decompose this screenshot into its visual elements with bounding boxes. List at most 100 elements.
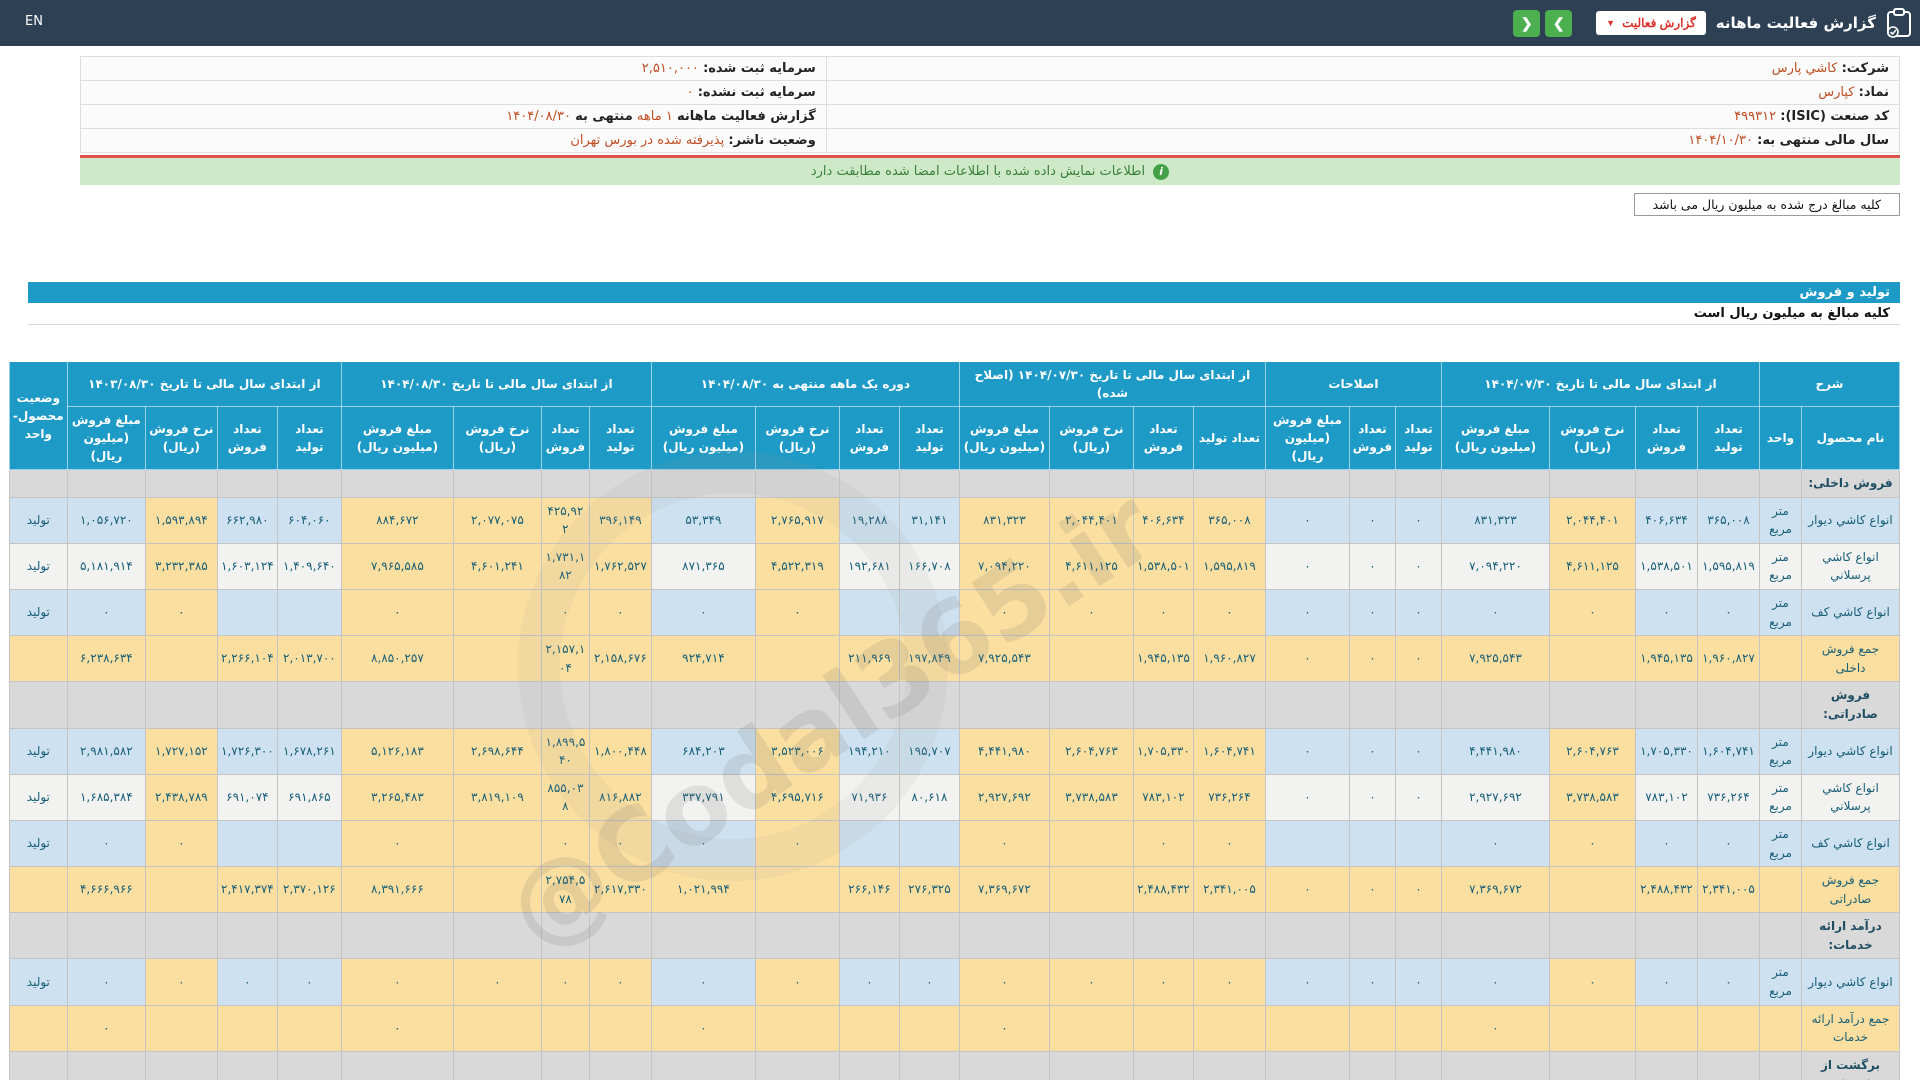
empty-cell bbox=[1394, 1050, 1442, 1080]
value-cell: ۰ bbox=[340, 958, 454, 1006]
symbol-value[interactable]: کپارس bbox=[1818, 85, 1855, 100]
value-cell: ۰ bbox=[1192, 958, 1266, 1006]
column-header: تعداد تولید bbox=[1192, 406, 1266, 470]
status-cell: تولید bbox=[8, 958, 68, 1006]
company-value[interactable]: کاشي پارس bbox=[1771, 61, 1838, 76]
info-row: نماد: کپارس سرمایه ثبت نشده: ۰ bbox=[80, 80, 1901, 105]
value-cell bbox=[1348, 1004, 1396, 1052]
value-cell: ۴۰۶,۶۳۴ bbox=[1132, 496, 1194, 544]
status-cell bbox=[8, 635, 68, 683]
status-cell bbox=[8, 866, 68, 914]
empty-cell bbox=[1348, 681, 1396, 729]
column-header: تعداد تولید bbox=[1696, 406, 1760, 470]
empty-cell bbox=[588, 912, 652, 960]
value-cell: ۰ bbox=[650, 958, 756, 1006]
empty-cell bbox=[1132, 1050, 1194, 1080]
value-cell: ۱,۹۴۵,۱۳۵ bbox=[1634, 635, 1698, 683]
unit-cell bbox=[1758, 866, 1803, 914]
product-name-cell: انواع کاشي دیوار bbox=[1801, 727, 1900, 775]
empty-cell bbox=[540, 1050, 590, 1080]
status-cell: تولید bbox=[8, 588, 68, 637]
issuer-status-label: وضعیت ناشر: bbox=[728, 133, 816, 148]
value-cell: ۰ bbox=[1348, 496, 1396, 544]
column-header: تعداد فروش bbox=[838, 406, 900, 470]
value-cell bbox=[1548, 635, 1636, 683]
value-cell: ۰ bbox=[1264, 635, 1350, 683]
empty-cell bbox=[1696, 681, 1760, 729]
value-cell: ۰ bbox=[1440, 958, 1550, 1006]
value-cell: ۰ bbox=[1348, 542, 1396, 590]
empty-cell bbox=[1548, 681, 1636, 729]
value-cell: ۵,۱۲۶,۱۸۳ bbox=[340, 727, 454, 775]
value-cell bbox=[1264, 1004, 1350, 1052]
value-cell bbox=[1394, 819, 1442, 868]
value-cell: ۷۳۶,۲۶۴ bbox=[1696, 773, 1760, 821]
value-cell bbox=[754, 866, 840, 914]
value-cell bbox=[838, 588, 900, 637]
column-group-header: از ابتدای سال مالی تا تاریخ ۱۴۰۴/۰۸/۳۰ bbox=[340, 361, 652, 407]
value-cell: ۱,۰۲۱,۹۹۴ bbox=[650, 866, 756, 914]
value-cell: ۱,۹۶۰,۸۲۷ bbox=[1696, 635, 1760, 683]
value-cell: ۷,۹۲۵,۵۴۳ bbox=[1440, 635, 1550, 683]
value-cell: ۶,۲۳۸,۶۳۴ bbox=[66, 635, 146, 683]
value-cell bbox=[216, 1004, 278, 1052]
value-cell: ۱,۷۶۲,۵۲۷ bbox=[588, 542, 652, 590]
unit-cell: متر مربع bbox=[1758, 496, 1803, 544]
info-row: شرکت: کاشي پارس سرمایه ثبت شده: ۲,۵۱۰,۰۰… bbox=[80, 56, 1901, 81]
registered-capital-value: ۲,۵۱۰,۰۰۰ bbox=[641, 61, 699, 76]
empty-cell bbox=[452, 1050, 542, 1080]
value-cell bbox=[1192, 1004, 1266, 1052]
empty-cell bbox=[340, 1050, 454, 1080]
empty-cell bbox=[540, 469, 590, 498]
empty-cell bbox=[588, 1050, 652, 1080]
value-cell bbox=[588, 1004, 652, 1052]
empty-cell bbox=[1264, 1050, 1350, 1080]
next-report-button[interactable]: ❯ bbox=[1545, 9, 1573, 37]
report-period-field: گزارش فعالیت ماهانه ۱ ماهه منتهی به ۱۴۰۴… bbox=[80, 104, 827, 129]
table-row: فروش صادراتی: bbox=[8, 681, 1900, 729]
value-cell: ۷۸۳,۱۰۲ bbox=[1634, 773, 1698, 821]
empty-cell bbox=[1264, 469, 1350, 498]
value-cell: ۰ bbox=[1192, 588, 1266, 637]
table-row: انواع کاشي کف متر مربع ۰ ۰ ۰ ۰ ۰ ۰ ۰ ۰ ۰ ۰ ۰ ۰ ۰ ۰ ۰ ۰ ۰ ۰ ت… bbox=[8, 588, 1900, 637]
value-cell: ۰ bbox=[540, 958, 590, 1006]
unit-cell bbox=[1758, 1004, 1803, 1052]
empty-cell bbox=[1440, 1050, 1550, 1080]
value-cell: ۲,۴۳۸,۷۸۹ bbox=[144, 773, 218, 821]
empty-cell bbox=[1758, 681, 1803, 729]
column-header: نرخ فروش (ریال) bbox=[1048, 406, 1134, 470]
table-body: فروش داخلی: انواع کاشي دیوار متر مربع ۳۶۵,۰… bbox=[8, 469, 1900, 1080]
value-cell: ۸۰,۶۱۸ bbox=[898, 773, 960, 821]
empty-cell bbox=[1132, 912, 1194, 960]
empty-cell bbox=[1634, 912, 1698, 960]
language-toggle[interactable]: EN bbox=[25, 14, 43, 29]
column-header: تعداد فروش bbox=[1132, 406, 1194, 470]
empty-cell bbox=[1440, 912, 1550, 960]
product-name-cell: انواع کاشي کف bbox=[1801, 819, 1900, 868]
value-cell bbox=[1048, 1004, 1134, 1052]
value-cell: ۲۷۶,۳۲۵ bbox=[898, 866, 960, 914]
value-cell: ۰ bbox=[838, 958, 900, 1006]
empty-cell bbox=[144, 1050, 218, 1080]
report-period-length: ۱ ماهه bbox=[636, 109, 673, 124]
registered-capital-field: سرمایه ثبت شده: ۲,۵۱۰,۰۰۰ bbox=[80, 56, 827, 81]
signature-notice-bar: i اطلاعات نمایش داده شده با اطلاعات امضا… bbox=[80, 158, 1900, 185]
value-cell: ۴,۵۲۲,۳۱۹ bbox=[754, 542, 840, 590]
value-cell: ۸۷۱,۳۶۵ bbox=[650, 542, 756, 590]
signature-notice-text: اطلاعات نمایش داده شده با اطلاعات امضا ش… bbox=[810, 164, 1146, 179]
report-period-date: ۱۴۰۴/۰۸/۳۰ bbox=[506, 109, 571, 124]
value-cell: ۱۹۷,۸۴۹ bbox=[898, 635, 960, 683]
empty-cell bbox=[1048, 469, 1134, 498]
report-type-dropdown[interactable]: گزارش فعالیت ▼ bbox=[1596, 11, 1706, 35]
product-name-cell: جمع درآمد ارائه خدمات bbox=[1801, 1004, 1900, 1052]
value-cell: ۰ bbox=[1348, 727, 1396, 775]
value-cell: ۲,۱۵۸,۶۷۶ bbox=[588, 635, 652, 683]
empty-cell bbox=[216, 1050, 278, 1080]
empty-cell bbox=[754, 912, 840, 960]
empty-cell bbox=[650, 912, 756, 960]
prev-report-button[interactable]: ❮ bbox=[1513, 9, 1541, 37]
section-label-cell: درآمد ارائه خدمات: bbox=[1801, 912, 1900, 960]
empty-cell bbox=[1048, 1050, 1134, 1080]
value-cell: ۰ bbox=[1264, 727, 1350, 775]
unit-cell: متر مربع bbox=[1758, 588, 1803, 637]
